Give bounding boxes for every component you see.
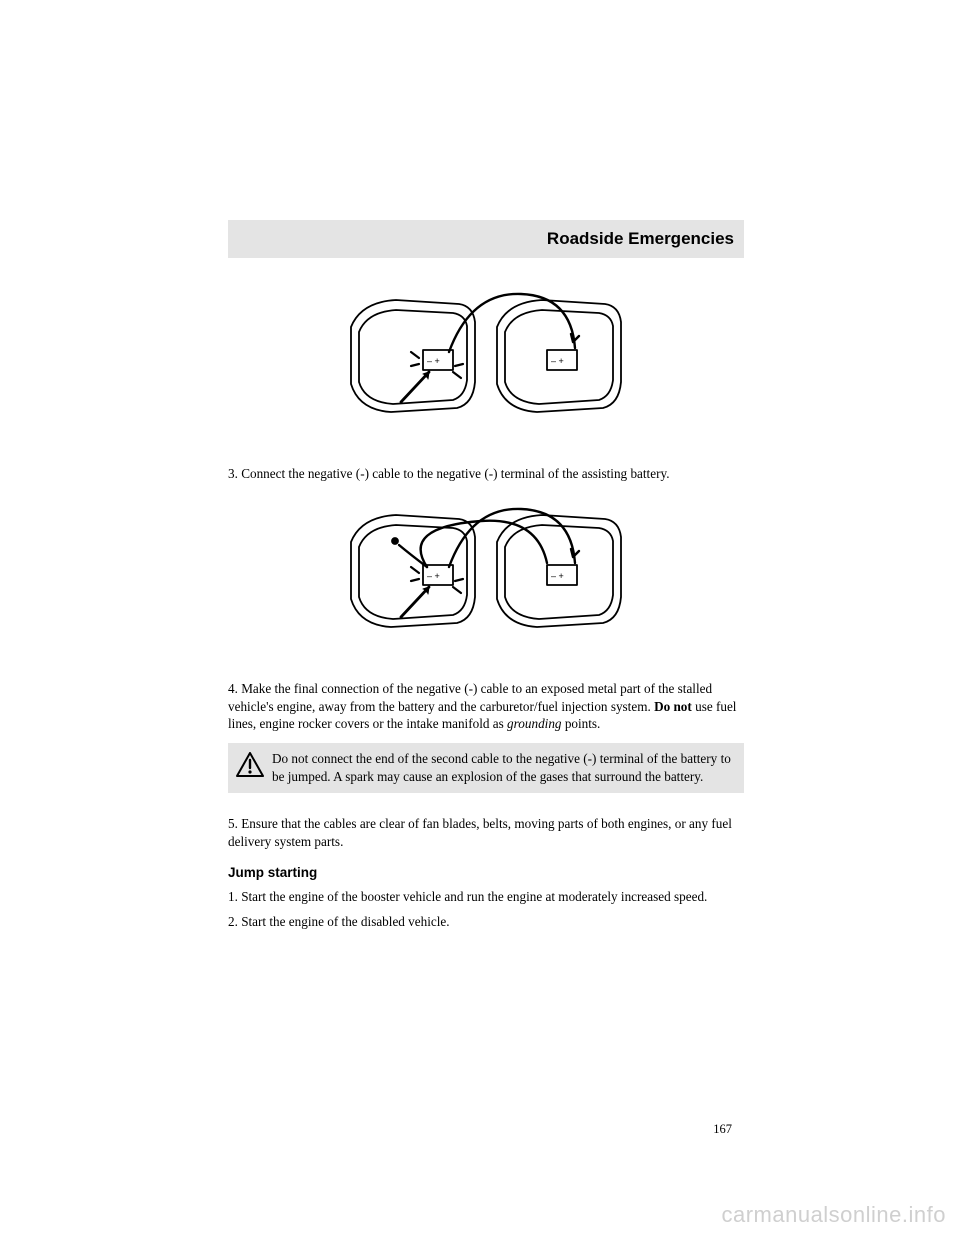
figure-jumper-step3: – + – + [228, 282, 744, 447]
battery-label: – + [427, 356, 440, 366]
header-band: Roadside Emergencies [228, 220, 744, 258]
diagram-icon: – + – + [341, 497, 631, 657]
jumpstart-step-2: 2. Start the engine of the disabled vehi… [228, 913, 744, 931]
step-4-text: 4. Make the final connection of the nega… [228, 680, 744, 733]
diagram-icon: – + – + [341, 282, 631, 442]
page: Roadside Emergencies [0, 0, 960, 1242]
battery-label: – + [551, 356, 564, 366]
warning-icon [236, 752, 264, 783]
step-3-text: 3. Connect the negative (-) cable to the… [228, 465, 744, 483]
section-heading: Jump starting [228, 865, 744, 880]
page-number: 167 [713, 1122, 732, 1137]
jumpstart-step-1: 1. Start the engine of the booster vehic… [228, 888, 744, 906]
watermark: carmanualsonline.info [721, 1202, 946, 1228]
step-5-text: 5. Ensure that the cables are clear of f… [228, 815, 744, 851]
step4-bold: Do not [654, 699, 692, 714]
content-area: – + – + 3. Connect the negative (-) cabl… [228, 268, 744, 939]
figure-jumper-step4: – + – + [228, 497, 744, 662]
page-title: Roadside Emergencies [547, 229, 734, 249]
battery-label: – + [427, 571, 440, 581]
battery-label: – + [551, 571, 564, 581]
step4-ital: grounding [507, 716, 561, 731]
warning-text: Do not connect the end of the second cab… [272, 750, 736, 786]
step4-part-a: 4. Make the final connection of the nega… [228, 681, 712, 714]
warning-callout: Do not connect the end of the second cab… [228, 743, 744, 793]
step4-part-c: points. [562, 716, 601, 731]
